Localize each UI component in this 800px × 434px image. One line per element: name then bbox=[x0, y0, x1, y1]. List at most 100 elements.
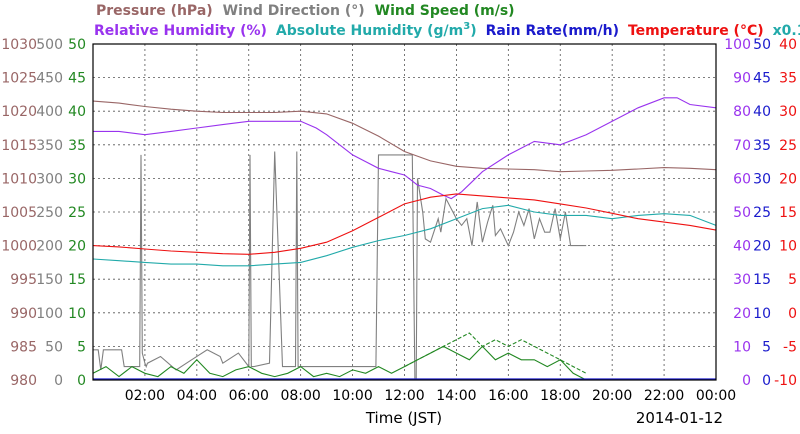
pressure-tick-label: 1000 bbox=[1, 239, 37, 255]
humidity-tick-label: 0 bbox=[742, 373, 751, 389]
rain-rate-tick-label: 5 bbox=[762, 339, 771, 355]
right-axes: 1009080706050403020100504540353025201510… bbox=[724, 37, 797, 389]
plot-frame bbox=[92, 43, 717, 381]
wind-speed-tick-label: 45 bbox=[68, 71, 86, 87]
legend-item: Rain Rate(mm/h) bbox=[486, 23, 619, 39]
wind-direction-tick-label: 150 bbox=[36, 272, 63, 288]
pressure-tick-label: 1030 bbox=[1, 37, 37, 53]
pressure-tick-label: 990 bbox=[10, 306, 37, 322]
temperature-tick-label: 0 bbox=[788, 306, 797, 322]
wind-speed-tick-label: 25 bbox=[68, 205, 86, 221]
series-layer bbox=[92, 97, 717, 381]
temperature-tick-label: 40 bbox=[779, 37, 797, 53]
legend-item: x0.1 bbox=[773, 23, 800, 39]
legend-item: Absolute Humidity (g/m3) bbox=[276, 21, 477, 39]
humidity-tick-label: 10 bbox=[733, 339, 751, 355]
pressure-tick-label: 1005 bbox=[1, 205, 37, 221]
x-tick-label: 06:00 bbox=[229, 388, 269, 404]
wind-direction-tick-label: 350 bbox=[36, 138, 63, 154]
wind-direction-tick-label: 400 bbox=[36, 104, 63, 120]
temperature-tick-label: -5 bbox=[783, 339, 797, 355]
temperature-tick-label: 10 bbox=[779, 239, 797, 255]
pressure-tick-label: 1025 bbox=[1, 71, 37, 87]
temperature-tick-label: 35 bbox=[779, 71, 797, 87]
wind-direction-tick-label: 50 bbox=[45, 339, 63, 355]
series-line bbox=[404, 332, 587, 374]
temperature-tick-label: -10 bbox=[774, 373, 797, 389]
legend-item: Pressure (hPa) bbox=[96, 3, 213, 19]
rain-rate-tick-label: 15 bbox=[753, 272, 771, 288]
wind-speed-tick-label: 30 bbox=[68, 171, 86, 187]
x-tick-label: 00:00 bbox=[696, 388, 736, 404]
wind-direction-tick-label: 300 bbox=[36, 171, 63, 187]
wind-speed-tick-label: 15 bbox=[68, 272, 86, 288]
x-tick-label: 20:00 bbox=[592, 388, 632, 404]
left-axes: 1030102510201015101010051000995990985980… bbox=[1, 37, 86, 389]
humidity-tick-label: 100 bbox=[724, 37, 751, 53]
humidity-tick-label: 20 bbox=[733, 306, 751, 322]
wind-direction-tick-label: 200 bbox=[36, 239, 63, 255]
x-tick-label: 14:00 bbox=[436, 388, 476, 404]
pressure-tick-label: 1015 bbox=[1, 138, 37, 154]
rain-rate-tick-label: 40 bbox=[753, 104, 771, 120]
x-tick-label: 02:00 bbox=[125, 388, 165, 404]
legend-row-2: Relative Humidity (%) Absolute Humidity (… bbox=[94, 21, 800, 39]
wind-speed-tick-label: 40 bbox=[68, 104, 86, 120]
x-axis-ticks: 02:00 04:00 06:00 08:00 10:00 12:00 14:00 16:00… bbox=[125, 388, 736, 404]
humidity-tick-label: 30 bbox=[733, 272, 751, 288]
x-tick-label: 18:00 bbox=[540, 388, 580, 404]
x-tick-label: 12:00 bbox=[384, 388, 424, 404]
series-line bbox=[93, 151, 587, 381]
series-line bbox=[93, 97, 717, 200]
rain-rate-tick-label: 0 bbox=[762, 373, 771, 389]
rain-rate-tick-label: 25 bbox=[753, 205, 771, 221]
rain-rate-tick-label: 30 bbox=[753, 171, 771, 187]
temperature-tick-label: 5 bbox=[788, 272, 797, 288]
series-line bbox=[92, 193, 717, 255]
series-line bbox=[92, 100, 717, 173]
date-label: 2014-01-12 bbox=[636, 409, 723, 427]
pressure-tick-label: 1010 bbox=[1, 171, 37, 187]
humidity-tick-label: 90 bbox=[733, 71, 751, 87]
temperature-tick-label: 30 bbox=[779, 104, 797, 120]
rain-rate-tick-label: 10 bbox=[753, 306, 771, 322]
series-line bbox=[92, 204, 717, 267]
x-tick-label: 22:00 bbox=[644, 388, 684, 404]
wind-speed-tick-label: 5 bbox=[77, 339, 86, 355]
pressure-tick-label: 980 bbox=[10, 373, 37, 389]
wind-speed-tick-label: 0 bbox=[77, 373, 86, 389]
rain-rate-tick-label: 45 bbox=[753, 71, 771, 87]
legend-item: Wind Speed (m/s) bbox=[375, 3, 515, 19]
temperature-tick-label: 15 bbox=[779, 205, 797, 221]
series-line bbox=[92, 345, 587, 381]
temperature-tick-label: 20 bbox=[779, 171, 797, 187]
humidity-tick-label: 80 bbox=[733, 104, 751, 120]
pressure-tick-label: 985 bbox=[10, 339, 37, 355]
legend-item: Relative Humidity (%) bbox=[94, 23, 267, 39]
humidity-tick-label: 60 bbox=[733, 171, 751, 187]
x-tick-label: 16:00 bbox=[488, 388, 528, 404]
humidity-tick-label: 40 bbox=[733, 239, 751, 255]
x-tick-label: 08:00 bbox=[280, 388, 320, 404]
rain-rate-tick-label: 35 bbox=[753, 138, 771, 154]
wind-direction-tick-label: 450 bbox=[36, 71, 63, 87]
pressure-tick-label: 995 bbox=[10, 272, 37, 288]
legend-item: Temperature (°C) bbox=[628, 23, 764, 39]
temperature-tick-label: 25 bbox=[779, 138, 797, 154]
wind-speed-tick-label: 50 bbox=[68, 37, 86, 53]
legend-item: Wind Direction (°) bbox=[223, 3, 365, 19]
wind-speed-tick-label: 20 bbox=[68, 239, 86, 255]
grid bbox=[93, 44, 716, 380]
humidity-tick-label: 70 bbox=[733, 138, 751, 154]
legend-row-1: Pressure (hPa) Wind Direction (°) Wind Spe… bbox=[96, 3, 515, 19]
x-tick-label: 10:00 bbox=[332, 388, 372, 404]
pressure-tick-label: 1020 bbox=[1, 104, 37, 120]
wind-speed-tick-label: 35 bbox=[68, 138, 86, 154]
wind-direction-tick-label: 100 bbox=[36, 306, 63, 322]
wind-speed-tick-label: 10 bbox=[68, 306, 86, 322]
wind-direction-tick-label: 250 bbox=[36, 205, 63, 221]
wind-direction-tick-label: 0 bbox=[54, 373, 63, 389]
wind-direction-tick-label: 500 bbox=[36, 37, 63, 53]
rain-rate-tick-label: 50 bbox=[753, 37, 771, 53]
